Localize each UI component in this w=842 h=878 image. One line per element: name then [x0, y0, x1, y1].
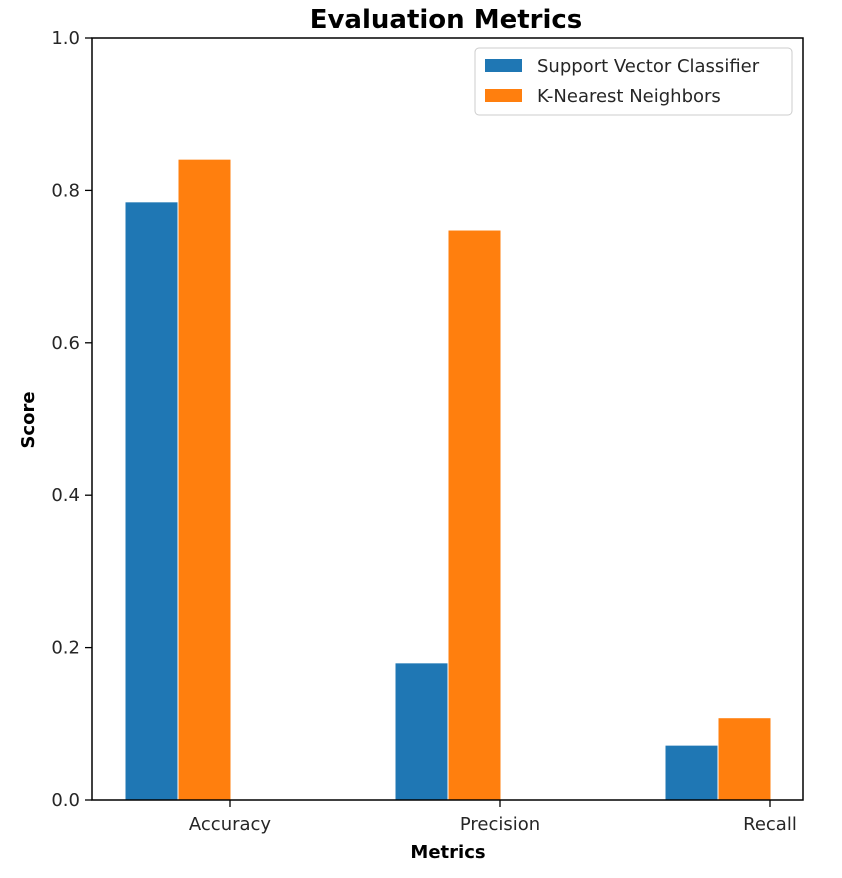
y-tick-label: 0.4 [51, 485, 80, 506]
x-tick-label: Recall [743, 814, 797, 835]
legend-label: K-Nearest Neighbors [537, 86, 721, 107]
bars-layer [124, 158, 772, 801]
x-tick-label: Accuracy [189, 814, 272, 835]
bar-precision-knn [447, 229, 502, 801]
bar-recall-svc [664, 744, 719, 801]
y-tick-label: 0.8 [51, 180, 80, 201]
y-axis-title: Score [18, 391, 39, 448]
plot-frame [91, 37, 804, 801]
y-tick-label: 0.0 [51, 790, 80, 811]
x-tick-label: Precision [460, 814, 540, 835]
axes-layer: 0.0 0.2 0.4 0.6 0.8 1.0 Accuracy Precision Recal… [51, 28, 804, 835]
legend-swatch [485, 59, 522, 72]
legend: Support Vector Classifier K-Nearest Neigh… [474, 47, 793, 116]
y-tick-label: 0.2 [51, 638, 80, 659]
chart-title: Evaluation Metrics [310, 5, 583, 35]
y-tick-label: 0.6 [51, 333, 80, 354]
legend-label: Support Vector Classifier [537, 56, 760, 77]
x-axis-title: Metrics [410, 842, 485, 863]
bar-accuracy-svc [124, 201, 179, 801]
y-tick-label: 1.0 [51, 28, 80, 49]
bar-accuracy-knn [177, 158, 232, 801]
bar-precision-svc [394, 662, 449, 801]
legend-box [474, 47, 793, 116]
legend-swatch [485, 89, 522, 102]
bar-recall-knn [717, 717, 772, 801]
